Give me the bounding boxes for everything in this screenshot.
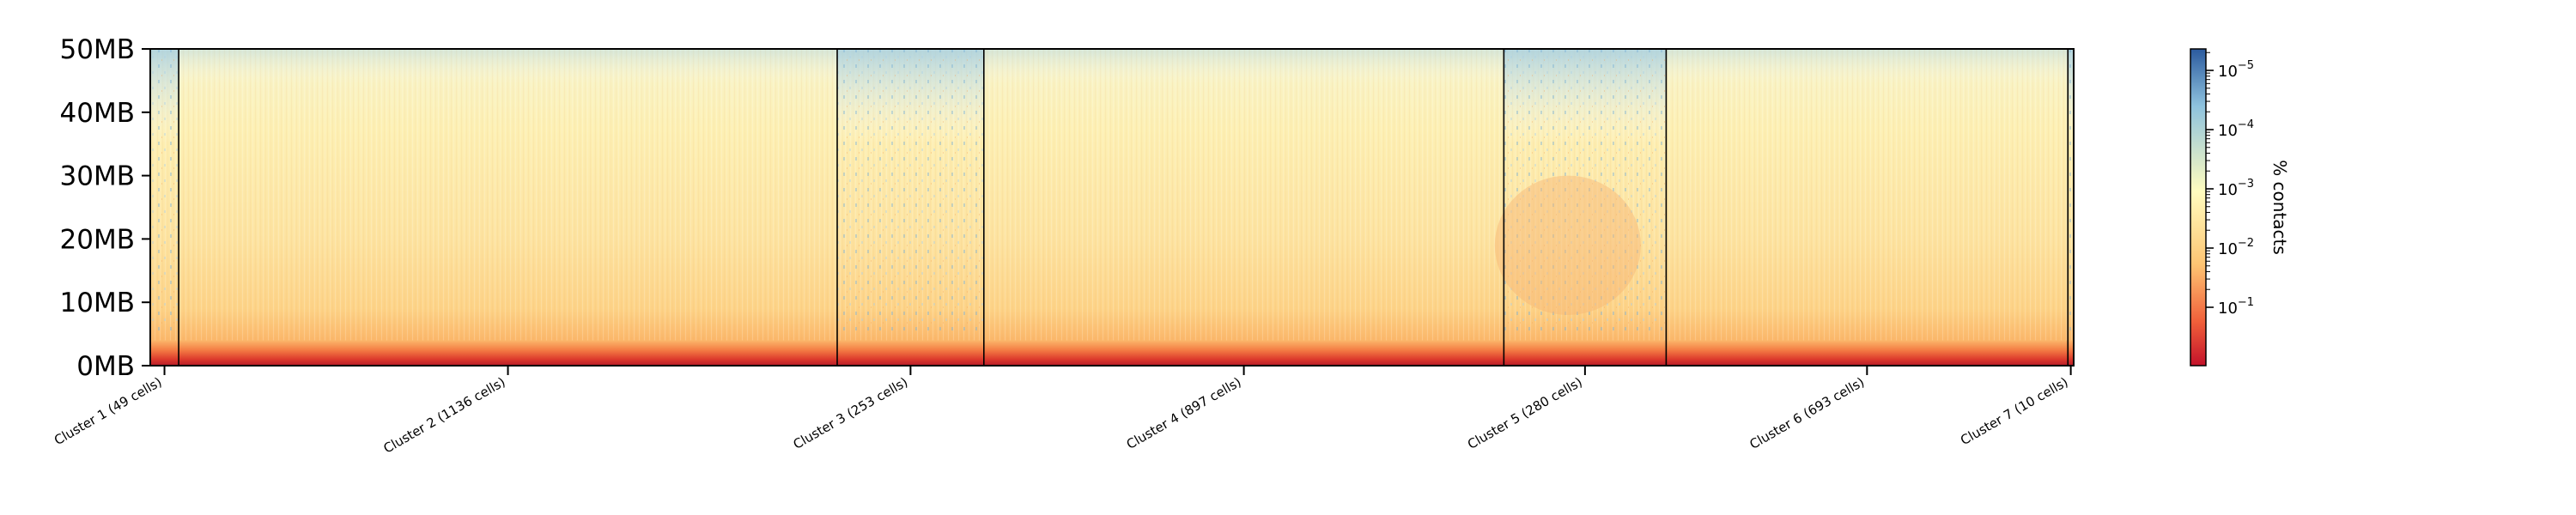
cluster-block: [1494, 49, 1667, 366]
colorbar-tick-label: 10−2: [2218, 237, 2254, 258]
colorbar: 10−5 10−4 10−3 10−2 10−1 % contacts: [2190, 48, 2290, 367]
colorbar-gradient: [2190, 48, 2207, 367]
x-tick-label: Cluster 4 (897 cells): [1124, 374, 1244, 452]
plot-frame: [149, 48, 2075, 367]
cluster-block: [2068, 49, 2074, 366]
x-tick-label: Cluster 3 (253 cells): [791, 374, 911, 452]
x-axis: Cluster 1 (49 cells) Cluster 2 (1136 cell…: [52, 366, 2072, 457]
colorbar-tick-label: 10−4: [2218, 118, 2254, 140]
y-tick-label: 0MB: [76, 351, 135, 382]
cluster-block: [837, 49, 984, 366]
cluster-block: [150, 49, 179, 366]
y-tick-label: 40MB: [60, 98, 135, 129]
y-tick-label: 10MB: [60, 288, 135, 318]
cluster-block: [179, 49, 837, 366]
y-tick-label: 20MB: [60, 224, 135, 255]
colorbar-tick-label: 10−5: [2218, 59, 2254, 81]
x-tick-label: Cluster 7 (10 cells): [1958, 374, 2071, 448]
colorbar-tick-label: 10−3: [2218, 178, 2254, 199]
cluster-block: [1666, 49, 2069, 366]
x-tick-label: Cluster 2 (1136 cells): [380, 374, 507, 457]
y-tick-label: 50MB: [60, 34, 135, 65]
heatmap-plot-area: [149, 48, 2075, 367]
colorbar-label: % contacts: [2269, 160, 2290, 255]
y-axis: 0MB 10MB 20MB 30MB 40MB 50MB: [60, 34, 150, 382]
colorbar-tick-label: 10−1: [2218, 296, 2254, 318]
x-tick-label: Cluster 5 (280 cells): [1465, 374, 1585, 452]
x-tick-label: Cluster 1 (49 cells): [52, 374, 165, 448]
cluster-block: [983, 49, 1504, 366]
x-tick-label: Cluster 6 (693 cells): [1747, 374, 1868, 452]
y-tick-label: 30MB: [60, 161, 135, 192]
